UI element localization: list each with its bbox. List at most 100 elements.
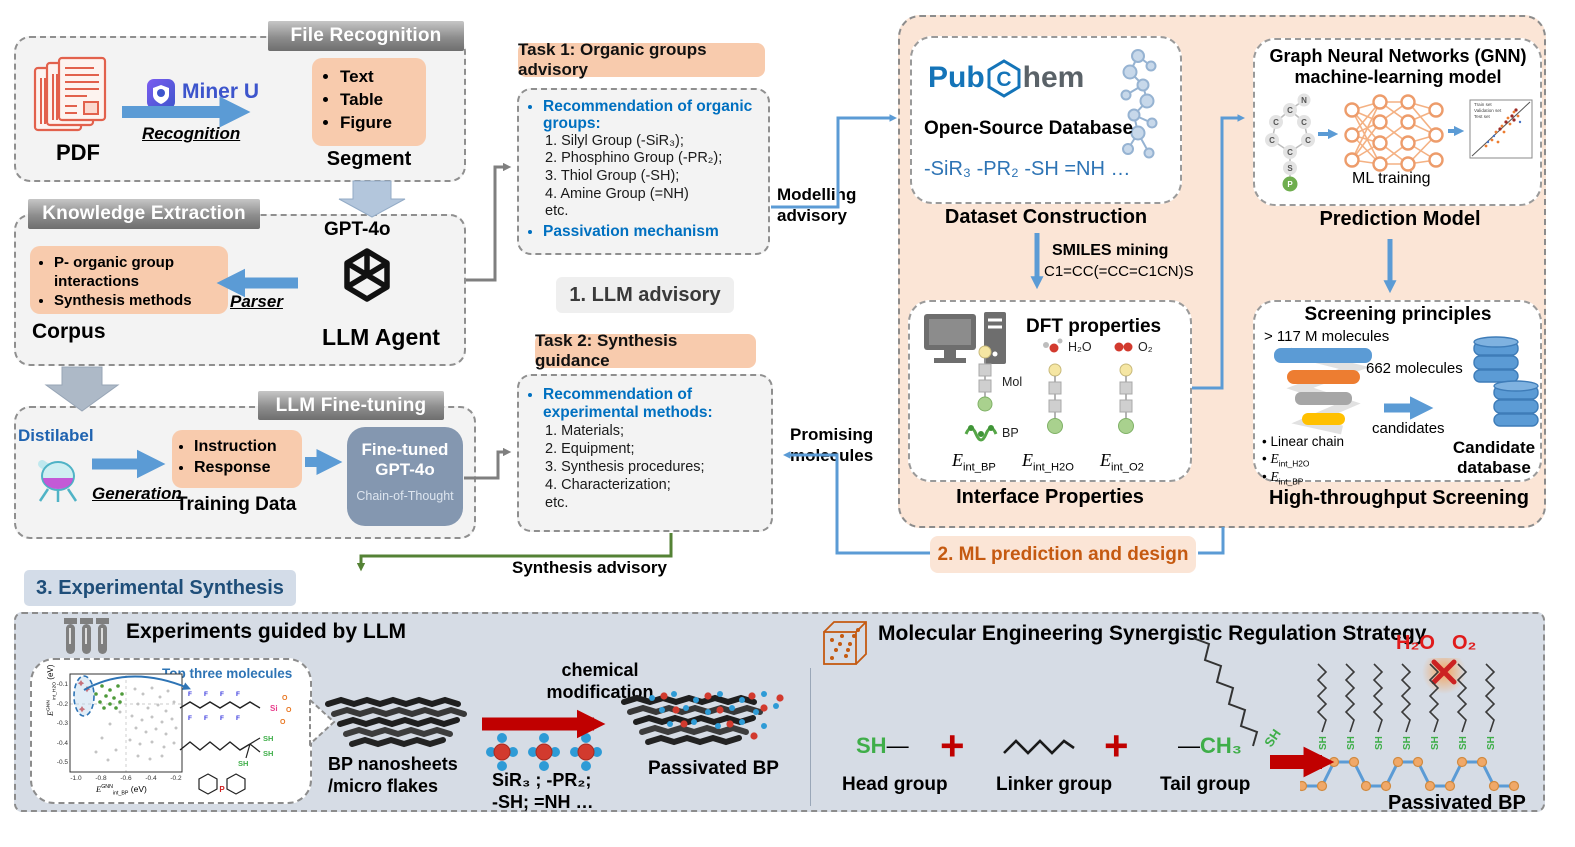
segment-item: Table	[340, 89, 426, 112]
passivated-surface-illustration: SH SH SH SH SH SH SH	[1300, 658, 1520, 792]
dft-properties-label: DFT properties	[1026, 316, 1162, 337]
llm-agent-label: LLM Agent	[322, 324, 440, 350]
knowledge-extraction-title: Knowledge Extraction	[28, 199, 260, 229]
mineru-logo-icon	[147, 79, 175, 109]
tail-group-label: Tail group	[1160, 774, 1251, 795]
computer-icon	[924, 312, 1006, 364]
legend-train: Train set	[1474, 102, 1492, 107]
result-molecules-label: 662 molecules	[1366, 360, 1463, 377]
task1-item: 2. Phosphino Group (-PR₂);	[545, 150, 723, 167]
strategy-title: Molecular Engineering Synergistic Regula…	[878, 622, 1427, 645]
finetuned-label: Fine-tuned GPT-4o	[361, 440, 449, 480]
segment-items-box: Text Table Figure	[312, 58, 426, 146]
surface-sh-label: SH	[1318, 736, 1329, 750]
pubchem-hexagon-icon: C	[987, 59, 1021, 98]
openai-logo-icon	[344, 248, 390, 302]
corpus-item: Synthesis methods	[54, 292, 218, 311]
pubchem-logo: Pub C hem	[928, 58, 1084, 98]
prediction-model-label: Prediction Model	[1319, 208, 1481, 230]
f-atom: F	[236, 691, 240, 698]
plus-sign: +	[1104, 722, 1129, 769]
ytick: -0.4	[57, 740, 69, 747]
surface-sh-label: SH	[1458, 736, 1469, 750]
mineru-label: Miner U	[182, 80, 260, 103]
task1-item: etc.	[545, 203, 569, 220]
segment-item: Figure	[340, 112, 426, 135]
corpus-items-box: P- organic group interactions Synthesis …	[30, 246, 228, 314]
candidates-label: candidates	[1372, 420, 1445, 437]
task1-header: Task 1: Organic groups advisory	[518, 40, 765, 79]
atom-p: P	[1287, 180, 1293, 189]
recognition-label: Recognition	[142, 124, 241, 143]
tail-group-formula: —CH₃	[1178, 733, 1242, 758]
high-throughput-label: High-throughput Screening	[1269, 487, 1529, 509]
scatter-xlabel: EGNNint_BP (eV)	[96, 784, 147, 797]
candidate-database-icon	[1473, 336, 1539, 427]
open-source-database-label: Open-Source Database	[924, 118, 1134, 139]
task1-item: 4. Amine Group (=NH)	[545, 185, 689, 202]
passivated-bp-right-label: Passivated BP	[1388, 792, 1526, 814]
modelling-advisory-label: Modelling advisory	[777, 185, 857, 226]
file-recognition-title: File Recognition	[268, 21, 464, 51]
interface-models-graphic: Mol BP H₂O O₂	[964, 338, 1153, 442]
ytick: -0.1	[57, 681, 69, 688]
h2o-label: H₂O	[1068, 340, 1092, 354]
task1-item: 3. Thiol Group (-SH);	[545, 168, 680, 185]
training-items-box: Instruction Response	[172, 430, 302, 488]
screening-criteria: • Linear chain • Eint_H2O • Eint_BP	[1262, 434, 1344, 487]
distilabel-label: Distilabel	[18, 426, 94, 445]
smiles-mining-label: SMILES mining	[1052, 242, 1169, 259]
pubchem-pub: Pub	[928, 61, 985, 94]
llm-finetuning-title: LLM Fine-tuning	[258, 391, 444, 420]
chemical-modification-label: chemical modification	[546, 660, 654, 702]
surface-sh-label: SH	[1346, 736, 1357, 750]
xtick: -0.2	[170, 775, 182, 782]
ml-training-label: ML training	[1352, 170, 1431, 187]
task2-rec-title: Recommendation of experimental methods:	[543, 386, 753, 422]
f-atom: F	[188, 715, 192, 722]
long-chain-molecule: SH	[1192, 637, 1284, 750]
passivated-bp-image	[621, 691, 784, 746]
candidate-database-label: Candidate database	[1452, 438, 1536, 478]
scatter-ylabel: EGNNint_H2O (eV)	[46, 664, 58, 716]
modifier-groups-label: SiR₃ ; -PR₂; -SH; =NH …	[492, 770, 594, 812]
linker-group-label: Linker group	[996, 774, 1113, 795]
training-item: Response	[194, 458, 302, 479]
panel-divider	[810, 668, 811, 806]
f-atom: F	[188, 691, 192, 698]
surface-sh-label: SH	[1402, 736, 1413, 750]
legend-test: Test set	[1474, 114, 1491, 119]
ytick: -0.5	[57, 759, 69, 766]
plus-sign: +	[940, 722, 965, 769]
screening-funnel-icon	[1274, 347, 1372, 435]
chain-sh-label: SH	[1261, 726, 1284, 749]
molecule-graph-icon: N C C C C C C S P	[1265, 93, 1315, 192]
big-down-arrow	[44, 366, 120, 412]
pubchem-c: C	[996, 68, 1011, 91]
pdf-stack-icon	[33, 56, 107, 132]
criteria-e-bp: • Eint_BP	[1262, 469, 1304, 487]
e-int-h2o-formula: Eint_H2O	[1022, 450, 1074, 474]
o-atom: O	[282, 695, 288, 702]
atom-c: C	[1273, 118, 1279, 127]
head-group-label: Head group	[842, 774, 948, 795]
chain-of-thought-label: Chain-of-Thought	[356, 488, 454, 503]
smiles-code-label: C1=CC(=CC=C1CN)S	[1044, 263, 1194, 280]
modifier-molecules-icon	[486, 733, 602, 771]
linker-zigzag-icon	[1003, 739, 1075, 755]
ml-prediction-design-label: 2. ML prediction and design	[930, 536, 1196, 573]
mol-label: Mol	[1002, 375, 1022, 389]
corpus-label: Corpus	[32, 320, 106, 343]
synthesis-advisory-label: Synthesis advisory	[512, 558, 667, 577]
o2-warning-label: O₂	[1452, 632, 1477, 654]
task2-header: Task 2: Synthesis guidance	[535, 331, 756, 370]
surface-sh-label: SH	[1430, 736, 1441, 750]
task1-passivation: Passivation mechanism	[543, 223, 762, 241]
criteria-e-h2o: • Eint_H2O	[1262, 450, 1310, 469]
test-tubes-icon	[64, 618, 109, 654]
task2-item: 2. Equipment;	[545, 440, 635, 457]
atom-n: N	[1301, 96, 1307, 105]
bp-label: BP	[1002, 426, 1019, 440]
f-atom: F	[204, 715, 208, 722]
